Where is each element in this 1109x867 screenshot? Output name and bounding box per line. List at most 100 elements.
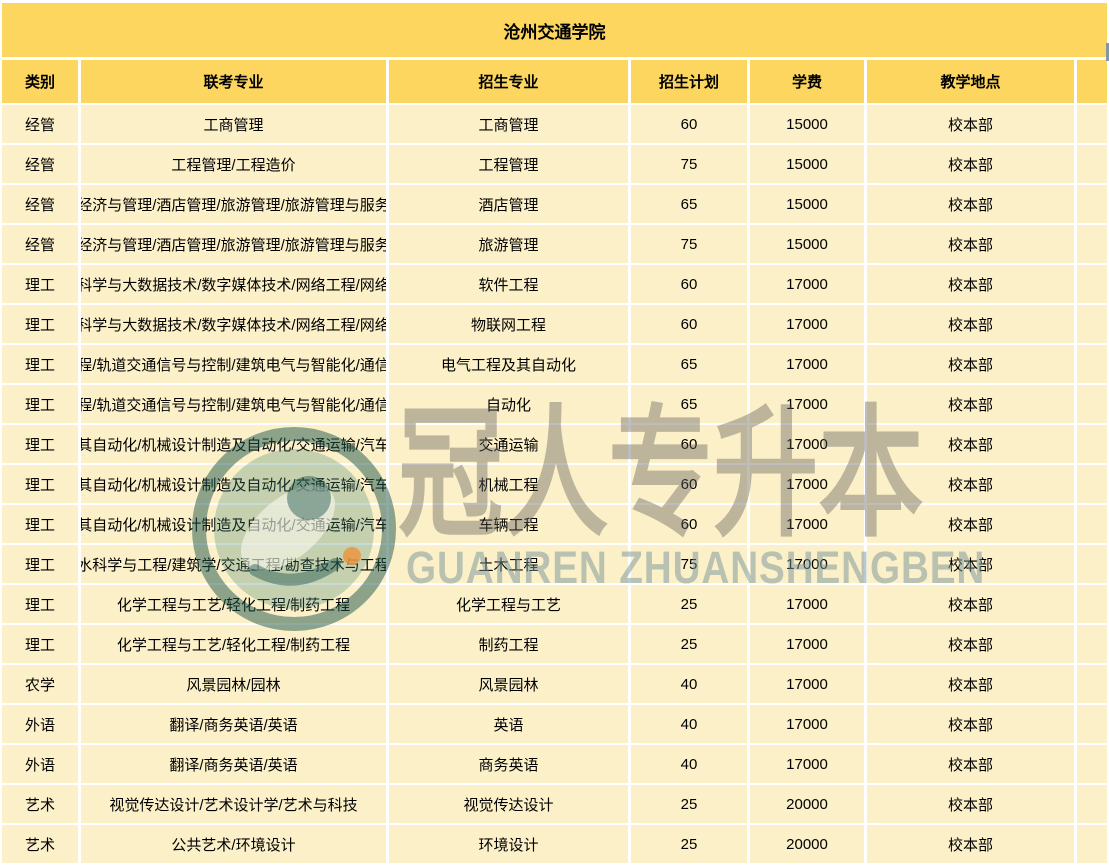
table-row: 理工 化学工程与工艺/轻化工程/制药工程 化学工程与工艺 25 17000 校本… bbox=[2, 585, 1107, 623]
cell-major: 视觉传达设计 bbox=[389, 785, 628, 823]
table-row: 理工 科学与大数据技术/数字媒体技术/网络工程/网络 物联网工程 60 1700… bbox=[2, 305, 1107, 343]
cell-joint-majors: 化学工程与工艺/轻化工程/制药工程 bbox=[81, 585, 386, 623]
table-row: 外语 翻译/商务英语/英语 商务英语 40 17000 校本部 bbox=[2, 745, 1107, 783]
cell-major: 工商管理 bbox=[389, 105, 628, 143]
cell-plan: 60 bbox=[631, 465, 747, 503]
cell-stub bbox=[1077, 665, 1107, 703]
column-header-category: 类别 bbox=[2, 60, 78, 103]
cell-tuition: 20000 bbox=[750, 785, 864, 823]
cell-plan: 40 bbox=[631, 745, 747, 783]
cell-location: 校本部 bbox=[867, 225, 1074, 263]
cell-major: 软件工程 bbox=[389, 265, 628, 303]
cell-category: 理工 bbox=[2, 265, 78, 303]
cell-major: 商务英语 bbox=[389, 745, 628, 783]
cell-joint-majors: 程/轨道交通信号与控制/建筑电气与智能化/通信 bbox=[81, 385, 386, 423]
column-header-joint-majors: 联考专业 bbox=[81, 60, 386, 103]
table-row: 经管 经济与管理/酒店管理/旅游管理/旅游管理与服务 酒店管理 65 15000… bbox=[2, 185, 1107, 223]
column-header-plan: 招生计划 bbox=[631, 60, 747, 103]
cell-location: 校本部 bbox=[867, 585, 1074, 623]
cell-stub bbox=[1077, 145, 1107, 183]
cell-location: 校本部 bbox=[867, 745, 1074, 783]
cell-tuition: 17000 bbox=[750, 625, 864, 663]
cell-major: 环境设计 bbox=[389, 825, 628, 863]
cell-stub bbox=[1077, 265, 1107, 303]
cell-tuition: 17000 bbox=[750, 585, 864, 623]
cell-category: 经管 bbox=[2, 225, 78, 263]
table-row: 理工 科学与大数据技术/数字媒体技术/网络工程/网络 软件工程 60 17000… bbox=[2, 265, 1107, 303]
cell-location: 校本部 bbox=[867, 465, 1074, 503]
cell-tuition: 17000 bbox=[750, 425, 864, 463]
table-row: 经管 工商管理 工商管理 60 15000 校本部 bbox=[2, 105, 1107, 143]
cell-location: 校本部 bbox=[867, 825, 1074, 863]
cell-plan: 60 bbox=[631, 505, 747, 543]
cell-plan: 25 bbox=[631, 625, 747, 663]
table-row: 艺术 公共艺术/环境设计 环境设计 25 20000 校本部 bbox=[2, 825, 1107, 863]
cell-joint-majors: 科学与大数据技术/数字媒体技术/网络工程/网络 bbox=[81, 265, 386, 303]
cell-major: 旅游管理 bbox=[389, 225, 628, 263]
cell-plan: 75 bbox=[631, 225, 747, 263]
cell-location: 校本部 bbox=[867, 185, 1074, 223]
cell-stub bbox=[1077, 345, 1107, 383]
cell-stub bbox=[1077, 225, 1107, 263]
table-row: 理工 程/轨道交通信号与控制/建筑电气与智能化/通信 自动化 65 17000 … bbox=[2, 385, 1107, 423]
cell-joint-majors: 化学工程与工艺/轻化工程/制药工程 bbox=[81, 625, 386, 663]
table-body: 经管 工商管理 工商管理 60 15000 校本部 经管 工程管理/工程造价 工… bbox=[2, 105, 1107, 863]
cell-stub bbox=[1077, 705, 1107, 743]
cell-plan: 60 bbox=[631, 105, 747, 143]
cell-plan: 60 bbox=[631, 265, 747, 303]
cell-location: 校本部 bbox=[867, 505, 1074, 543]
cell-joint-majors: 经济与管理/酒店管理/旅游管理/旅游管理与服务 bbox=[81, 185, 386, 223]
scrollbar-fragment[interactable] bbox=[1106, 43, 1109, 61]
cell-plan: 65 bbox=[631, 345, 747, 383]
cell-tuition: 17000 bbox=[750, 505, 864, 543]
cell-plan: 65 bbox=[631, 385, 747, 423]
cell-category: 经管 bbox=[2, 185, 78, 223]
table-row: 农学 风景园林/园林 风景园林 40 17000 校本部 bbox=[2, 665, 1107, 703]
cell-joint-majors: 翻译/商务英语/英语 bbox=[81, 705, 386, 743]
table-row: 理工 其自动化/机械设计制造及自动化/交通运输/汽车 车辆工程 60 17000… bbox=[2, 505, 1107, 543]
cell-joint-majors: 水科学与工程/建筑学/交通工程/勘查技术与工程 bbox=[81, 545, 386, 583]
table-row: 理工 其自动化/机械设计制造及自动化/交通运输/汽车 交通运输 60 17000… bbox=[2, 425, 1107, 463]
cell-plan: 65 bbox=[631, 185, 747, 223]
cell-major: 自动化 bbox=[389, 385, 628, 423]
cell-joint-majors: 程/轨道交通信号与控制/建筑电气与智能化/通信 bbox=[81, 345, 386, 383]
cell-tuition: 20000 bbox=[750, 825, 864, 863]
cell-tuition: 17000 bbox=[750, 265, 864, 303]
cell-category: 理工 bbox=[2, 425, 78, 463]
cell-joint-majors: 经济与管理/酒店管理/旅游管理/旅游管理与服务 bbox=[81, 225, 386, 263]
cell-tuition: 17000 bbox=[750, 345, 864, 383]
cell-tuition: 15000 bbox=[750, 105, 864, 143]
table-row: 外语 翻译/商务英语/英语 英语 40 17000 校本部 bbox=[2, 705, 1107, 743]
cell-major: 车辆工程 bbox=[389, 505, 628, 543]
cell-tuition: 17000 bbox=[750, 305, 864, 343]
cell-stub bbox=[1077, 585, 1107, 623]
cell-major: 机械工程 bbox=[389, 465, 628, 503]
cell-stub bbox=[1077, 825, 1107, 863]
page-title: 沧州交通学院 bbox=[2, 3, 1107, 57]
cell-tuition: 17000 bbox=[750, 385, 864, 423]
cell-location: 校本部 bbox=[867, 545, 1074, 583]
cell-location: 校本部 bbox=[867, 105, 1074, 143]
cell-location: 校本部 bbox=[867, 625, 1074, 663]
cell-tuition: 15000 bbox=[750, 185, 864, 223]
cell-plan: 75 bbox=[631, 145, 747, 183]
cell-location: 校本部 bbox=[867, 345, 1074, 383]
cell-major: 工程管理 bbox=[389, 145, 628, 183]
cell-major: 英语 bbox=[389, 705, 628, 743]
cell-joint-majors: 科学与大数据技术/数字媒体技术/网络工程/网络 bbox=[81, 305, 386, 343]
cell-location: 校本部 bbox=[867, 665, 1074, 703]
cell-joint-majors: 视觉传达设计/艺术设计学/艺术与科技 bbox=[81, 785, 386, 823]
cell-major: 电气工程及其自动化 bbox=[389, 345, 628, 383]
cell-stub bbox=[1077, 465, 1107, 503]
cell-plan: 60 bbox=[631, 305, 747, 343]
cell-joint-majors: 其自动化/机械设计制造及自动化/交通运输/汽车 bbox=[81, 465, 386, 503]
cell-category: 理工 bbox=[2, 505, 78, 543]
table-row: 理工 其自动化/机械设计制造及自动化/交通运输/汽车 机械工程 60 17000… bbox=[2, 465, 1107, 503]
cell-location: 校本部 bbox=[867, 265, 1074, 303]
cell-plan: 25 bbox=[631, 785, 747, 823]
cell-category: 艺术 bbox=[2, 785, 78, 823]
cell-category: 理工 bbox=[2, 345, 78, 383]
cell-plan: 40 bbox=[631, 665, 747, 703]
cell-location: 校本部 bbox=[867, 785, 1074, 823]
